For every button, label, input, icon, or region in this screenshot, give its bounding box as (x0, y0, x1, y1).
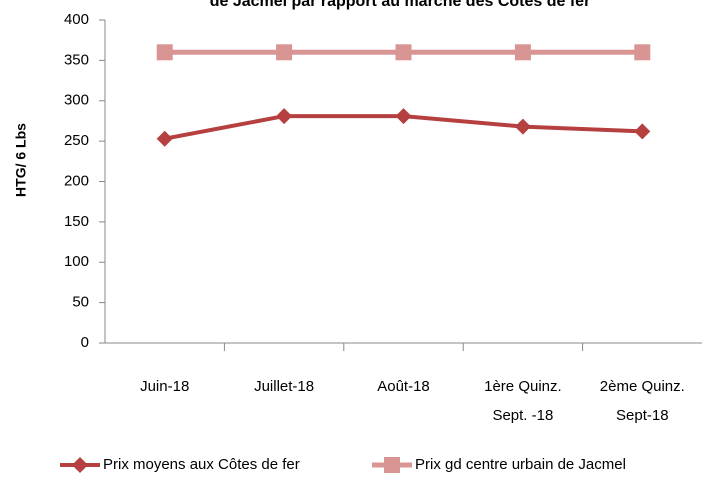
y-tick-label: 350 (64, 51, 89, 68)
x-tick-label: Sept. -18 (492, 407, 553, 424)
y-tick-label: 400 (64, 11, 89, 28)
legend-marker (384, 457, 400, 473)
y-tick-label: 150 (64, 213, 89, 230)
legend-label: Prix moyens aux Côtes de fer (103, 456, 300, 473)
data-point (276, 108, 293, 125)
data-point (634, 44, 651, 61)
data-point (156, 130, 173, 147)
x-tick-label: 2ème Quinz. (600, 378, 685, 395)
y-tick-label: 100 (64, 253, 89, 270)
data-point (156, 44, 173, 61)
legend-marker (72, 457, 88, 473)
x-tick-label: Août-18 (377, 378, 430, 395)
y-tick-label: 50 (72, 294, 89, 311)
y-tick-label: 300 (64, 92, 89, 109)
x-tick-label: 1ère Quinz. (484, 378, 562, 395)
x-tick-label: Juillet-18 (254, 378, 314, 395)
y-tick-label: 0 (81, 334, 89, 351)
data-point (395, 108, 412, 125)
data-point (634, 123, 651, 140)
y-axis-label: HTG/ 6 Lbs (13, 123, 29, 197)
data-point (276, 44, 293, 61)
data-point (514, 118, 531, 135)
data-point (395, 44, 412, 61)
legend-label: Prix gd centre urbain de Jacmel (415, 456, 626, 473)
chart-title: de Jacmel par rapport au marché des Côte… (210, 0, 591, 10)
data-point (514, 44, 531, 61)
x-tick-label: Juin-18 (140, 378, 189, 395)
x-tick-label: Sept-18 (616, 407, 669, 424)
y-tick-label: 200 (64, 172, 89, 189)
y-tick-label: 250 (64, 132, 89, 149)
